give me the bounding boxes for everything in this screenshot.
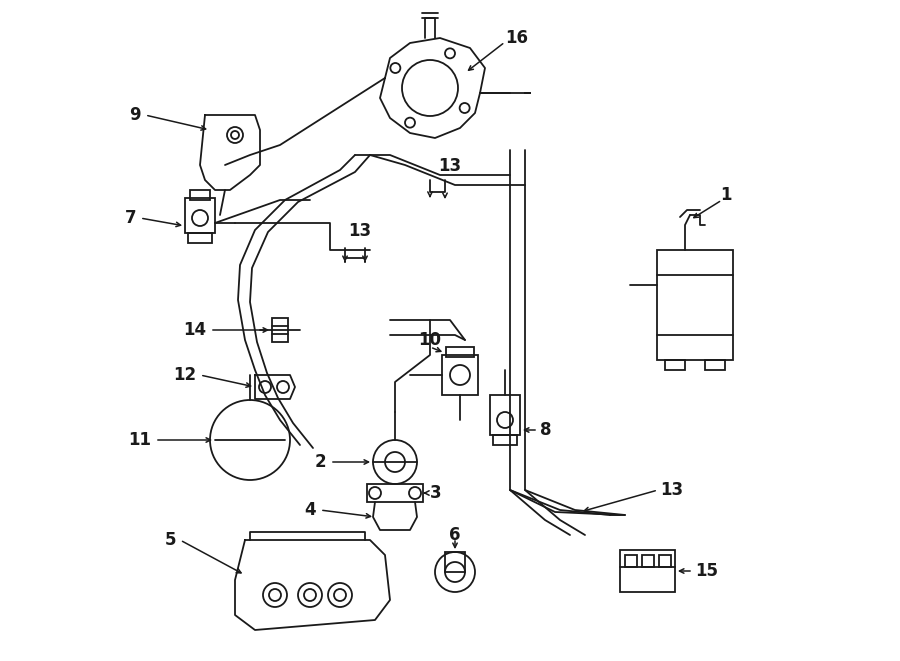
Text: 5: 5 <box>165 531 176 549</box>
Bar <box>490 395 520 435</box>
Text: 13: 13 <box>660 481 683 499</box>
Bar <box>272 318 288 342</box>
Bar <box>442 355 478 395</box>
Bar <box>642 555 654 567</box>
Bar <box>705 360 725 370</box>
Bar <box>625 555 637 567</box>
Text: 1: 1 <box>720 186 732 204</box>
Text: 8: 8 <box>540 421 552 439</box>
Text: 7: 7 <box>124 209 136 227</box>
Bar <box>185 198 215 233</box>
Text: 4: 4 <box>304 501 316 519</box>
Bar <box>445 552 465 572</box>
Text: 2: 2 <box>314 453 326 471</box>
Text: 14: 14 <box>183 321 206 339</box>
Text: 11: 11 <box>128 431 151 449</box>
Bar <box>190 190 210 200</box>
Bar <box>188 233 212 243</box>
Text: 12: 12 <box>173 366 196 384</box>
Text: 15: 15 <box>695 562 718 580</box>
Bar <box>493 435 517 445</box>
Bar <box>367 484 423 502</box>
Bar <box>657 250 733 360</box>
Text: 6: 6 <box>449 526 461 544</box>
Bar <box>620 550 675 592</box>
Text: 13: 13 <box>438 157 462 175</box>
Text: 10: 10 <box>418 331 442 349</box>
Bar <box>665 360 685 370</box>
Bar <box>659 555 671 567</box>
Text: 9: 9 <box>130 106 141 124</box>
Text: 3: 3 <box>430 484 442 502</box>
Bar <box>446 347 474 357</box>
Text: 13: 13 <box>348 222 372 240</box>
Text: 16: 16 <box>505 29 528 47</box>
